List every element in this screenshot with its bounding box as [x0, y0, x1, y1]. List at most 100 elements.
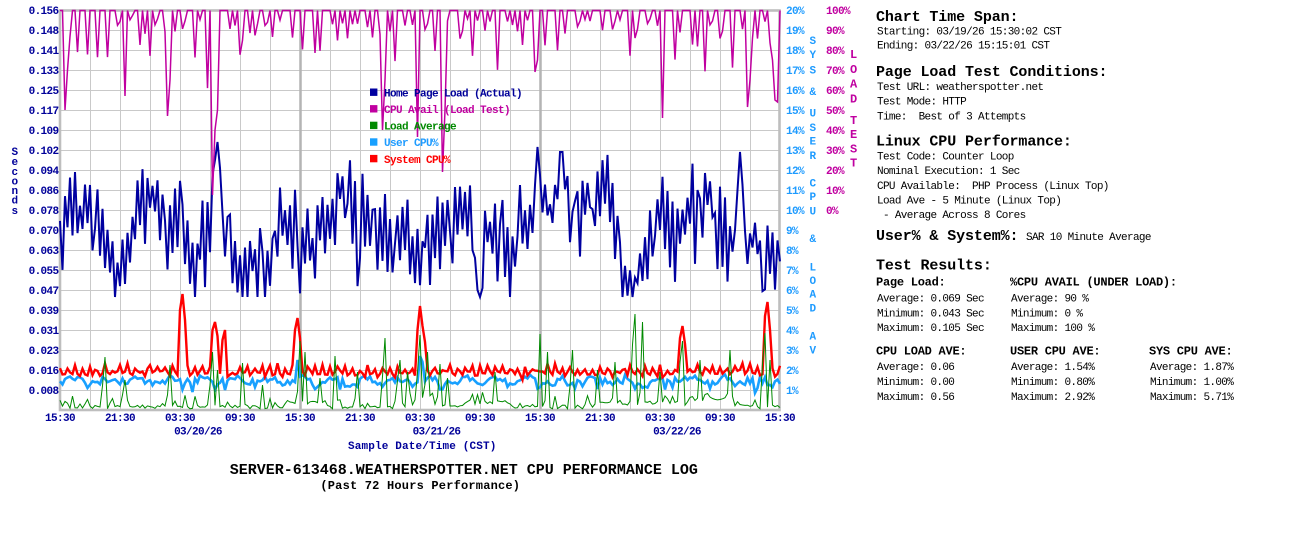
svg-text:15:30: 15:30	[765, 413, 795, 425]
svg-text:S: S	[810, 65, 817, 77]
svg-text:Page Load Test Conditions:: Page Load Test Conditions:	[876, 64, 1107, 81]
svg-text:20%: 20%	[786, 6, 805, 18]
svg-text:O: O	[810, 276, 817, 288]
svg-text:6%: 6%	[786, 286, 799, 298]
svg-text:S: S	[12, 147, 19, 159]
svg-text:D: D	[810, 304, 817, 316]
svg-text:Y: Y	[810, 50, 817, 62]
svg-text:0.141: 0.141	[29, 46, 60, 58]
svg-text:15:30: 15:30	[525, 413, 555, 425]
svg-text:0.063: 0.063	[29, 246, 60, 258]
svg-text:11%: 11%	[786, 186, 805, 198]
svg-text:70%: 70%	[826, 66, 845, 78]
svg-text:09:30: 09:30	[225, 413, 255, 425]
svg-text:0.156: 0.156	[29, 6, 59, 18]
svg-text:Sample Date/Time (CST): Sample Date/Time (CST)	[348, 441, 497, 453]
svg-text:0.039: 0.039	[29, 306, 59, 318]
svg-text:D: D	[850, 92, 857, 106]
svg-text:Average: 0.06: Average: 0.06	[877, 362, 954, 374]
svg-text:5%: 5%	[786, 306, 799, 318]
svg-text:50%: 50%	[826, 106, 845, 118]
svg-text:0.086: 0.086	[29, 186, 59, 198]
svg-text:S: S	[810, 36, 817, 48]
svg-text:SERVER-613468.WEATHERSPOTTER.N: SERVER-613468.WEATHERSPOTTER.NET CPU PER…	[230, 462, 698, 479]
svg-text:80%: 80%	[826, 46, 845, 58]
svg-text:T: T	[850, 114, 857, 128]
svg-text:40%: 40%	[826, 126, 845, 138]
svg-text:12%: 12%	[786, 166, 805, 178]
svg-text:SAR 10 Minute Average: SAR 10 Minute Average	[1026, 232, 1151, 244]
svg-text:P: P	[810, 192, 817, 204]
svg-text:O: O	[850, 63, 857, 77]
svg-text:L: L	[810, 262, 817, 274]
svg-text:10%: 10%	[786, 206, 805, 218]
svg-text:%CPU AVAIL (UNDER LOAD):: %CPU AVAIL (UNDER LOAD):	[1010, 276, 1177, 290]
svg-text:Maximum: 100 %: Maximum: 100 %	[1011, 323, 1095, 335]
svg-text:90%: 90%	[826, 26, 845, 38]
svg-text:Nominal Execution: 1 Sec: Nominal Execution: 1 Sec	[877, 166, 1020, 178]
svg-text:2%: 2%	[786, 366, 799, 378]
svg-text:0.070: 0.070	[29, 226, 59, 238]
svg-text:20%: 20%	[826, 166, 845, 178]
svg-text:21:30: 21:30	[585, 413, 615, 425]
svg-text:L: L	[850, 48, 857, 62]
svg-text:A: A	[850, 78, 858, 92]
svg-text:User CPU%: User CPU%	[384, 138, 439, 150]
svg-text:4%: 4%	[786, 326, 799, 338]
svg-text:0.125: 0.125	[29, 86, 60, 98]
svg-text:e: e	[12, 157, 19, 169]
svg-text:CPU Available: PHP Process (L: CPU Available: PHP Process (Linux Top)	[877, 181, 1109, 193]
svg-text:0%: 0%	[826, 206, 839, 218]
svg-text:3%: 3%	[786, 346, 799, 358]
svg-text:&: &	[810, 87, 817, 99]
svg-text:0.008: 0.008	[29, 386, 60, 398]
svg-text:USER CPU AVE:: USER CPU AVE:	[1010, 344, 1100, 358]
svg-text:9%: 9%	[786, 226, 799, 238]
svg-text:0.023: 0.023	[29, 346, 60, 358]
svg-text:0.109: 0.109	[29, 126, 59, 138]
svg-text:A: A	[810, 290, 817, 302]
svg-text:30%: 30%	[826, 146, 845, 158]
svg-text:0.031: 0.031	[29, 326, 60, 338]
svg-text:Linux CPU Performance:: Linux CPU Performance:	[876, 133, 1072, 150]
svg-text:C: C	[810, 179, 817, 191]
svg-text:03/21/26: 03/21/26	[413, 427, 461, 439]
svg-text:Home Page Load (Actual): Home Page Load (Actual)	[384, 88, 522, 100]
svg-text:CPU Avail (Load Test): CPU Avail (Load Test)	[384, 105, 510, 117]
svg-text:Maximum: 0.105 Sec: Maximum: 0.105 Sec	[877, 323, 984, 335]
svg-text:1%: 1%	[786, 386, 799, 398]
svg-text:Average: 1.87%: Average: 1.87%	[1150, 362, 1234, 374]
svg-text:03/20/26: 03/20/26	[174, 427, 222, 439]
svg-text:0.148: 0.148	[29, 26, 60, 38]
svg-text:Maximum: 2.92%: Maximum: 2.92%	[1011, 392, 1095, 404]
svg-text:10%: 10%	[826, 186, 845, 198]
svg-text:E: E	[850, 128, 857, 142]
svg-text:o: o	[12, 176, 19, 188]
svg-text:0.078: 0.078	[29, 206, 60, 218]
svg-text:Minimum: 0 %: Minimum: 0 %	[1011, 308, 1083, 320]
svg-text:18%: 18%	[786, 46, 805, 58]
svg-text:19%: 19%	[786, 26, 805, 38]
svg-text:03:30: 03:30	[405, 413, 435, 425]
svg-text:Minimum: 0.80%: Minimum: 0.80%	[1011, 377, 1095, 389]
svg-text:Ending: 03/22/26 15:15:01 CST: Ending: 03/22/26 15:15:01 CST	[877, 41, 1050, 53]
svg-text:0.047: 0.047	[29, 286, 59, 298]
svg-text:s: s	[12, 206, 19, 218]
svg-text:Average: 90 %: Average: 90 %	[1011, 294, 1089, 306]
svg-text:Starting: 03/19/26 15:30:02 CS: Starting: 03/19/26 15:30:02 CST	[877, 27, 1062, 39]
svg-text:Load Average: Load Average	[384, 122, 457, 134]
svg-text:15:30: 15:30	[285, 413, 315, 425]
svg-text:7%: 7%	[786, 266, 799, 278]
svg-text:0.016: 0.016	[29, 366, 59, 378]
svg-text:09:30: 09:30	[465, 413, 495, 425]
svg-text:- Average Across 8 Cores: - Average Across 8 Cores	[877, 210, 1026, 222]
svg-text:Test URL: weatherspotter.net: Test URL: weatherspotter.net	[877, 82, 1043, 94]
svg-text:15%: 15%	[786, 106, 805, 118]
svg-text:Load Ave - 5 Minute (Linux Top: Load Ave - 5 Minute (Linux Top)	[877, 196, 1061, 208]
svg-text:Chart Time Span:: Chart Time Span:	[876, 9, 1018, 26]
svg-text:U: U	[810, 109, 817, 121]
svg-text:Time: Best of 3 Attempts: Time: Best of 3 Attempts	[877, 112, 1026, 124]
svg-text:&: &	[810, 234, 817, 246]
svg-text:17%: 17%	[786, 66, 805, 78]
svg-text:S: S	[850, 142, 857, 156]
